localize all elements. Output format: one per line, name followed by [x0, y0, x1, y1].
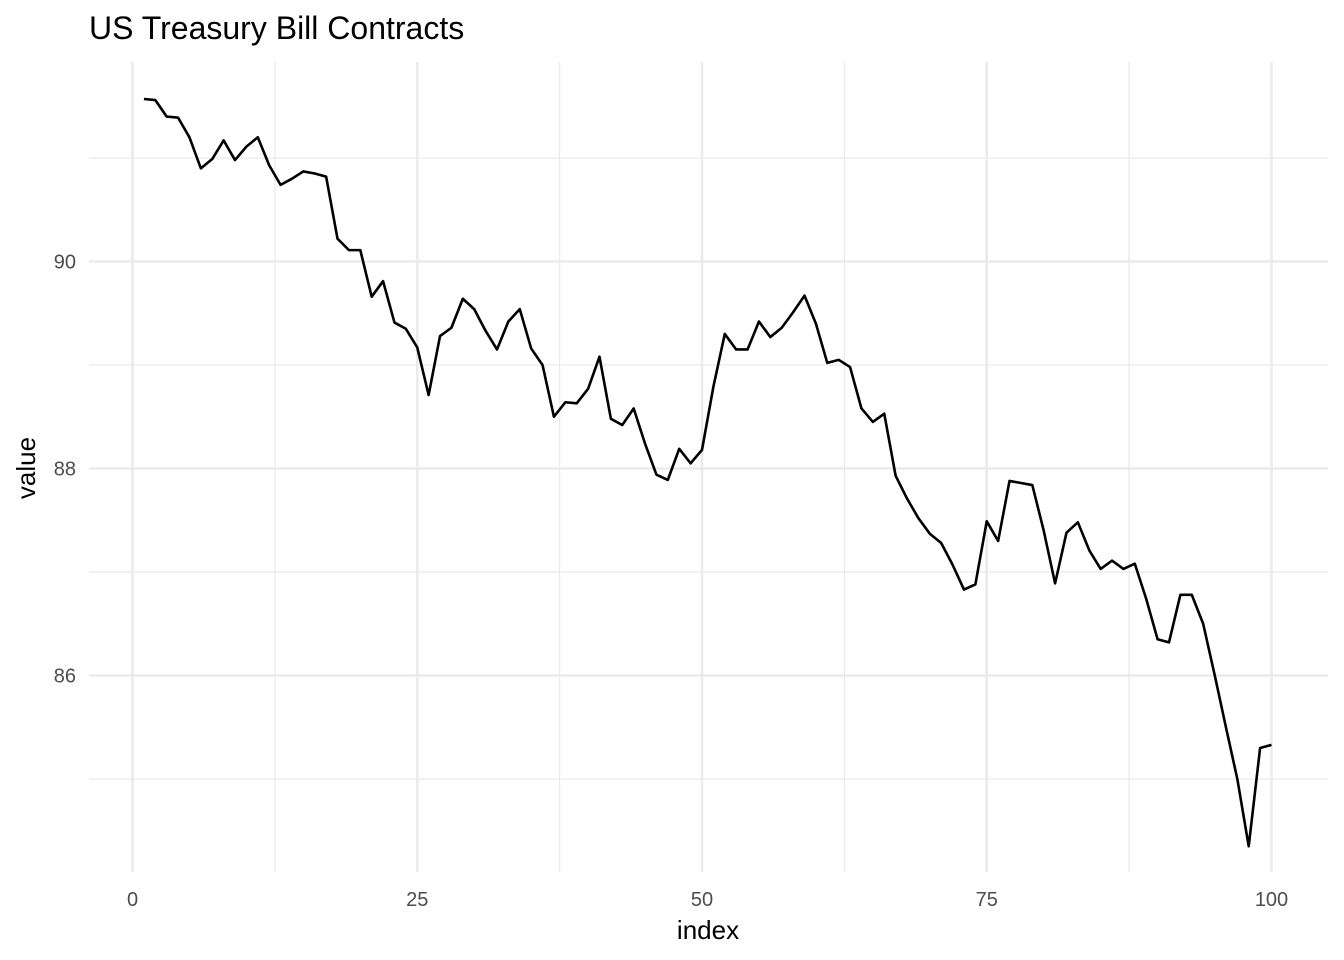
y-axis-ticks: 86 88 90: [54, 252, 76, 688]
x-tick-label: 25: [406, 889, 428, 911]
x-tick-label: 75: [976, 889, 998, 911]
x-tick-label: 50: [691, 889, 713, 911]
x-tick-label: 100: [1255, 889, 1288, 911]
y-tick-label: 86: [54, 666, 76, 688]
y-tick-label: 90: [54, 252, 76, 274]
series-group: [143, 97, 1272, 848]
x-axis-ticks: 0 25 50 75 100: [127, 889, 1288, 911]
x-axis-title: index: [677, 915, 739, 945]
chart-title: US Treasury Bill Contracts: [89, 10, 464, 46]
x-tick-label: 0: [127, 889, 138, 911]
series-line: [143, 97, 1272, 848]
grid: [89, 62, 1328, 872]
y-tick-label: 88: [54, 459, 76, 481]
y-axis-title: value: [11, 437, 41, 499]
